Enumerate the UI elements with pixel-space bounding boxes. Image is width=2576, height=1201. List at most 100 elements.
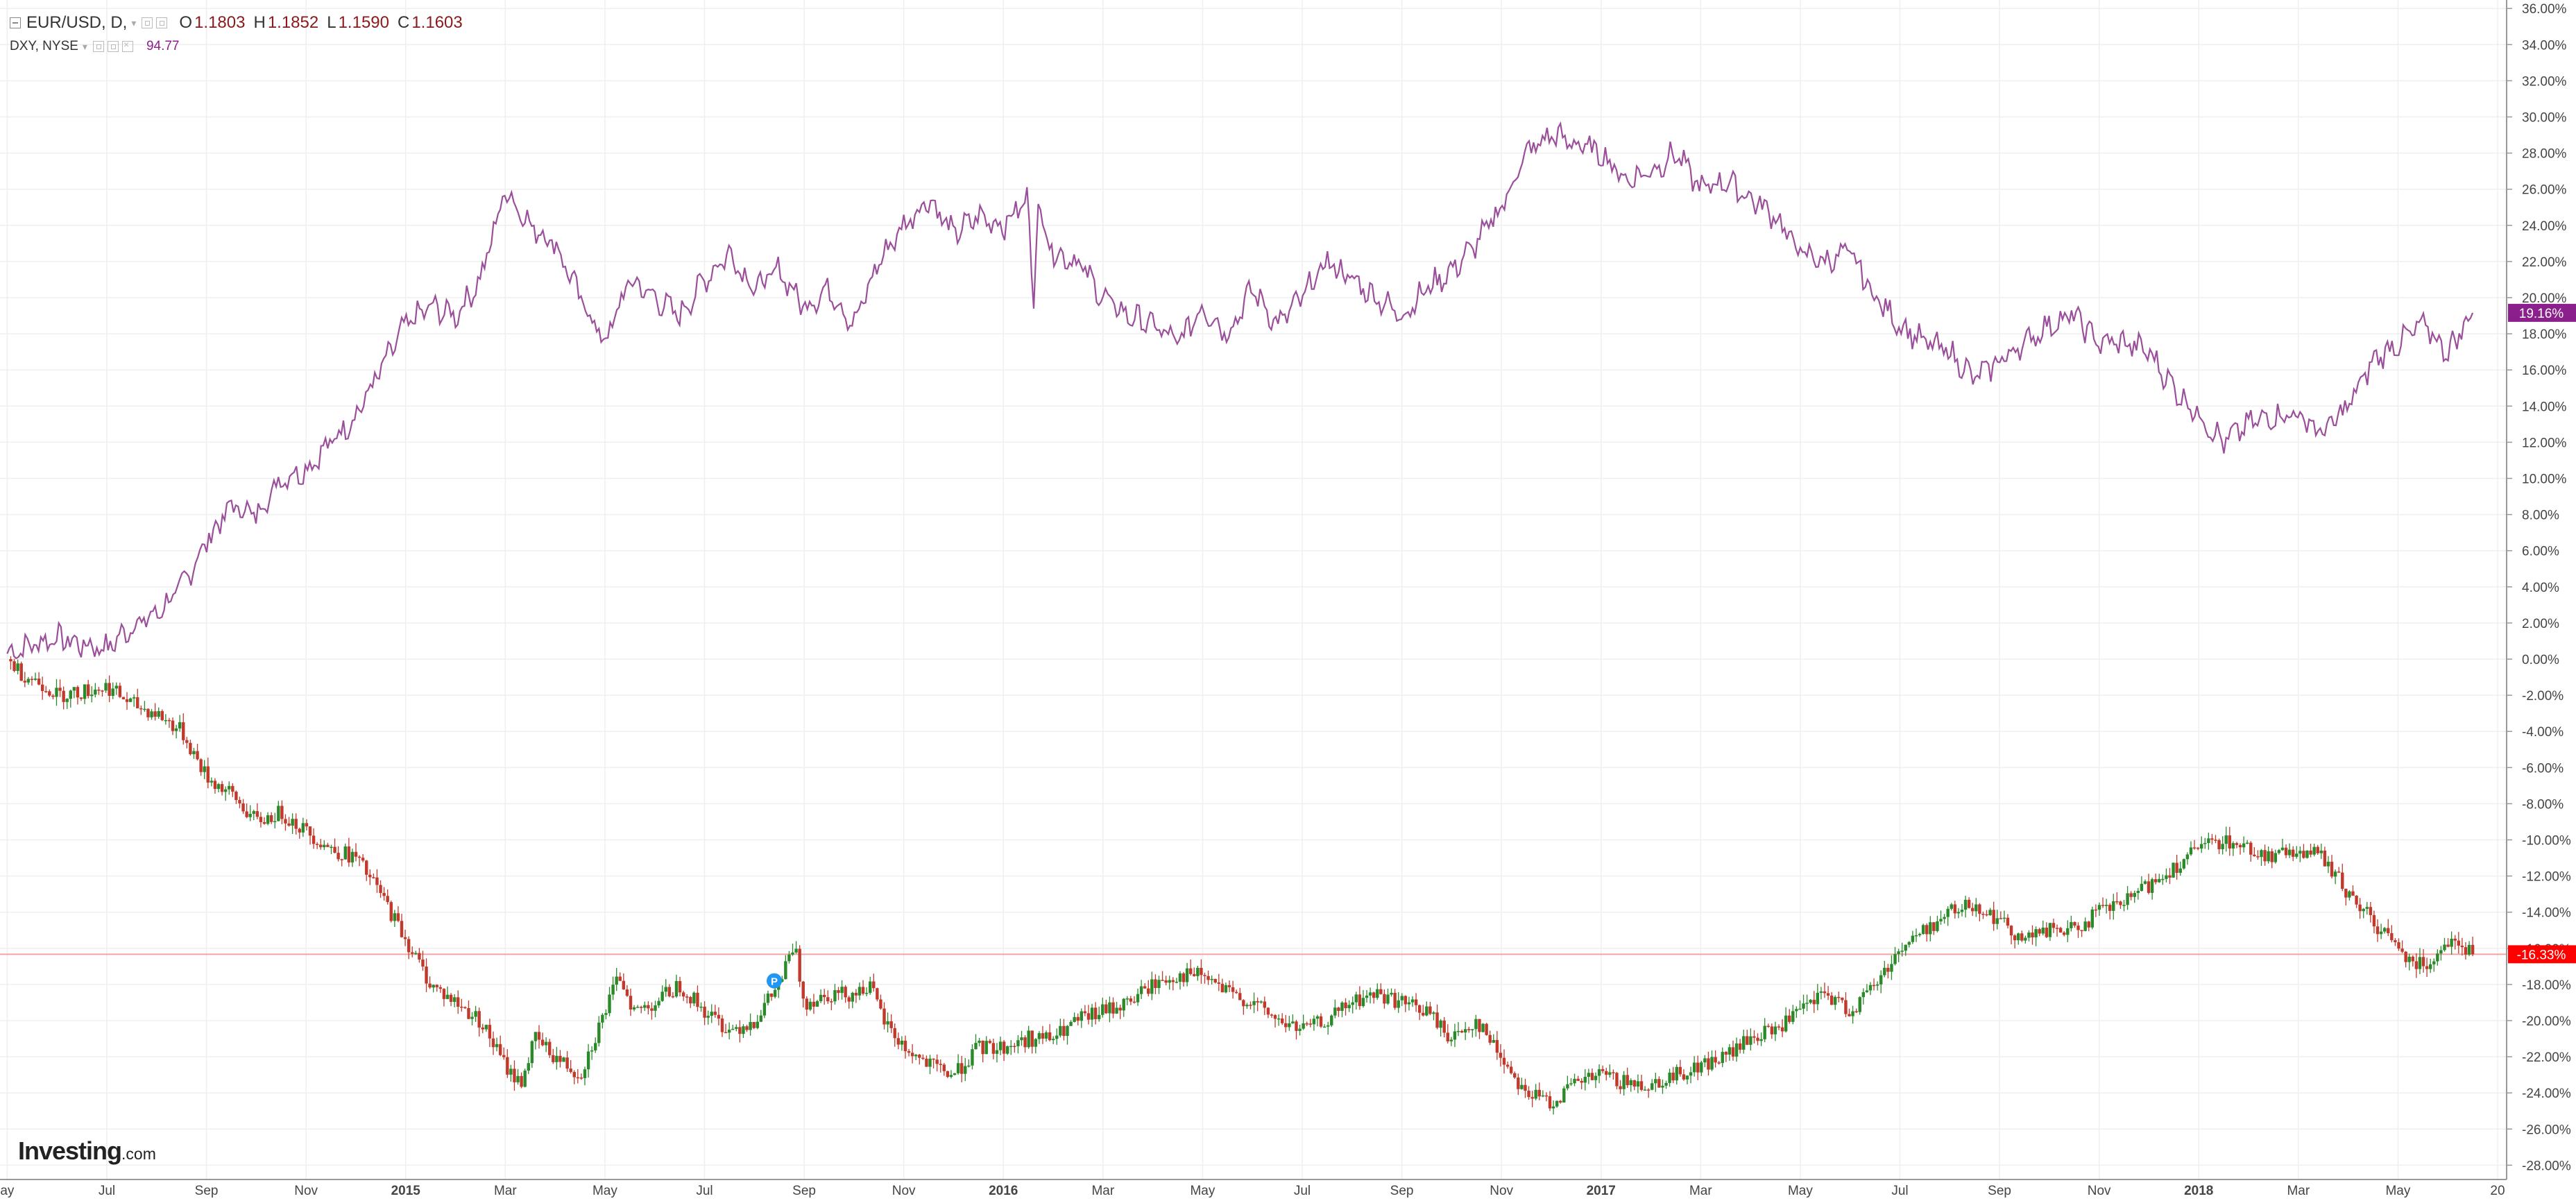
eurusd-candle-body [1587, 1073, 1591, 1078]
eurusd-candle-body [706, 1016, 710, 1018]
eurusd-candle-body [1868, 985, 1873, 991]
eurusd-candle-body [1893, 954, 1897, 964]
x-tick-label: Nov [1490, 1184, 1513, 1198]
eurusd-candle-body [1819, 991, 1823, 993]
settings-icon[interactable] [142, 17, 153, 28]
eurusd-candle-body [1798, 1008, 1802, 1010]
eurusd-candle-body [527, 1063, 530, 1071]
eurusd-candle-body [298, 828, 301, 833]
eurusd-candle-body [403, 937, 407, 939]
eurusd-candle-body [1439, 1020, 1442, 1028]
eurusd-candle-body [995, 1050, 999, 1054]
eurusd-candle-body [864, 993, 869, 994]
y-tick-label: -4.00% [2522, 725, 2564, 740]
eurusd-candle-body [12, 661, 16, 672]
eurusd-candle-body [1097, 1014, 1101, 1019]
eurusd-candle-body [1312, 1019, 1316, 1025]
eurusd-candle-body [1245, 1005, 1249, 1007]
eurusd-candle-body [2471, 944, 2475, 955]
eurusd-candle-body [2369, 907, 2373, 915]
eurusd-candle-body [1284, 1023, 1288, 1028]
eurusd-candle-body [925, 1058, 928, 1067]
eurusd-candle-body [2224, 835, 2228, 844]
eurusd-candle-body [26, 679, 31, 683]
eurusd-candle-body [2256, 856, 2260, 858]
x-tick-label: May [2385, 1184, 2410, 1198]
x-tick-label: Mar [494, 1184, 517, 1198]
eurusd-candle-body [1213, 978, 1217, 983]
eurusd-candle-body [1139, 986, 1143, 994]
eurusd-candle-body [343, 846, 347, 860]
close-icon[interactable] [121, 39, 133, 52]
eurusd-candle-body [2027, 932, 2031, 938]
eurusd-candle-body [1597, 1069, 1601, 1076]
eurusd-candle-body [2375, 926, 2380, 935]
collapse-icon[interactable] [10, 17, 21, 28]
eurusd-candle-body [502, 1055, 506, 1057]
eurusd-candle-body [301, 823, 305, 833]
eurusd-candle-body [964, 1066, 967, 1074]
eurusd-candle-body [2450, 938, 2453, 947]
eurusd-candle-body [710, 1012, 713, 1016]
eurusd-candle-body [808, 1001, 812, 1010]
eurusd-candle-body [742, 1026, 745, 1034]
format-icon[interactable] [107, 41, 119, 52]
format-icon[interactable] [156, 17, 168, 28]
eurusd-candle-body [365, 860, 368, 875]
legend-symbol[interactable]: EUR/USD, D, [26, 13, 128, 32]
eurusd-candle-body [206, 766, 210, 783]
eurusd-candle-body [1315, 1016, 1320, 1019]
eurusd-candle-body [1319, 1016, 1323, 1027]
eurusd-candle-body [1101, 1004, 1104, 1015]
eurusd-candle-body [1182, 973, 1186, 982]
eurusd-candle-body [1291, 1021, 1295, 1024]
eurusd-candle-body [1055, 1035, 1059, 1039]
eurusd-candle-body [2196, 847, 2200, 849]
eurusd-candle-body [1513, 1073, 1517, 1078]
eurusd-candle-body [2249, 842, 2253, 855]
eurusd-candle-body [294, 819, 298, 829]
eurusd-candle-body [1467, 1029, 1471, 1030]
eurusd-candle-body [1678, 1066, 1682, 1075]
eurusd-candle-body [1076, 1016, 1080, 1021]
eurusd-candle-body [1051, 1039, 1055, 1041]
eurusd-candle-body [1154, 979, 1157, 989]
eurusd-candle-body [1615, 1073, 1619, 1087]
chevron-down-icon[interactable]: ▾ [82, 40, 87, 52]
eurusd-candle-body [1738, 1043, 1742, 1050]
eurusd-candle-body [1883, 967, 1886, 976]
eurusd-candle-body [794, 948, 798, 953]
eurusd-candle-body [1632, 1080, 1637, 1087]
eurusd-candle-body [1890, 964, 1893, 972]
eurusd-candle-body [1330, 1015, 1333, 1025]
y-tick-label: -20.00% [2522, 1014, 2571, 1029]
ohlc-close-label: C [397, 13, 410, 32]
eurusd-candle-body [2101, 905, 2105, 906]
eurusd-candle-body [2407, 956, 2411, 962]
legend-compare-symbol[interactable]: DXY, NYSE [10, 39, 78, 53]
eurusd-candle-body [590, 1050, 594, 1052]
eurusd-candle-body [2133, 893, 2136, 897]
chevron-down-icon[interactable]: ▾ [131, 17, 137, 28]
eurusd-candle-body [1605, 1071, 1608, 1075]
eurusd-candle-body [1164, 980, 1168, 983]
eurusd-candle-body [801, 981, 805, 999]
eurusd-candle-body [1322, 1026, 1327, 1028]
settings-icon[interactable] [92, 41, 104, 52]
eurusd-candle-body [1746, 1036, 1749, 1045]
eurusd-candle-body [1967, 899, 1971, 908]
eurusd-candle-body [484, 1025, 488, 1030]
eurusd-candle-body [1537, 1089, 1541, 1097]
eurusd-candle-body [967, 1065, 971, 1067]
x-tick-label: Mar [1689, 1184, 1712, 1198]
eurusd-candle-body [1280, 1018, 1284, 1023]
eurusd-candle-body [1988, 910, 1992, 916]
eurusd-candle-body [720, 1018, 724, 1032]
eurusd-candle-body [259, 817, 263, 822]
eurusd-candle-body [94, 689, 97, 695]
eurusd-candle-body [872, 981, 876, 989]
eurusd-candle-body [1594, 1075, 1598, 1080]
